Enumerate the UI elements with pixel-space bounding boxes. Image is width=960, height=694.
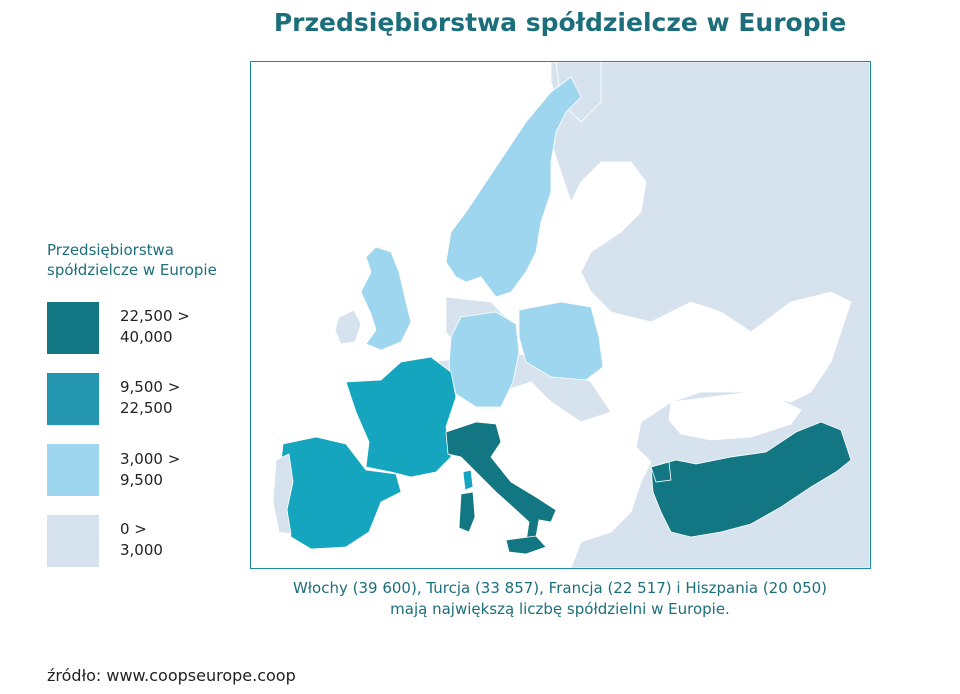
legend-label-class-4-line2: 3,000	[120, 541, 163, 559]
legend-label-class-2-line1: 9,500 >	[120, 378, 181, 396]
legend-swatch-class-1	[47, 302, 99, 354]
europe-map-svg	[251, 62, 870, 568]
legend-label-class-3-line2: 9,500	[120, 471, 163, 489]
map-caption-line1: Włochy (39 600), Turcja (33 857), Francj…	[292, 579, 828, 597]
legend-title-line1: Przedsiębiorstwa	[47, 241, 174, 259]
map-land-other	[430, 62, 870, 568]
country-poland	[518, 301, 604, 381]
page-title: Przedsiębiorstwa spółdzielcze w Europie	[273, 8, 847, 37]
country-ireland	[334, 309, 362, 345]
legend-label-class-1: 22,500 > 40,000	[120, 306, 190, 348]
legend-swatch-class-3	[47, 444, 99, 496]
country-germany	[448, 311, 520, 408]
legend-label-class-1-line1: 22,500 >	[120, 307, 190, 325]
europe-map	[250, 61, 871, 569]
country-turkey-thrace	[650, 461, 672, 483]
map-caption: Włochy (39 600), Turcja (33 857), Francj…	[250, 578, 870, 620]
legend-label-class-4: 0 > 3,000	[120, 519, 163, 561]
legend-label-class-3: 3,000 > 9,500	[120, 449, 180, 491]
country-scandinavia	[445, 76, 582, 298]
country-italy-sicily	[505, 535, 547, 555]
source-note: źródło: www.coopseurope.coop	[47, 666, 296, 685]
black-sea	[668, 391, 802, 441]
legend-label-class-2-line2: 22,500	[120, 399, 173, 417]
legend-swatch-class-4	[47, 515, 99, 567]
country-italy-sardinia	[458, 491, 476, 533]
legend-title-line2: spółdzielcze w Europie	[47, 261, 217, 279]
legend-label-class-2: 9,500 > 22,500	[120, 377, 180, 419]
legend-label-class-1-line2: 40,000	[120, 328, 173, 346]
legend-label-class-3-line1: 3,000 >	[120, 450, 181, 468]
country-france	[345, 356, 457, 478]
legend-title: Przedsiębiorstwa spółdzielcze w Europie	[47, 240, 247, 280]
map-caption-line2: mają największą liczbę spółdzielni w Eur…	[390, 600, 730, 618]
country-corsica	[462, 469, 474, 491]
country-portugal	[272, 453, 294, 535]
country-uk	[360, 246, 412, 351]
country-italy	[445, 421, 557, 543]
legend-label-class-4-line1: 0 >	[120, 520, 147, 538]
country-turkey	[650, 421, 852, 538]
legend-swatch-class-2	[47, 373, 99, 425]
